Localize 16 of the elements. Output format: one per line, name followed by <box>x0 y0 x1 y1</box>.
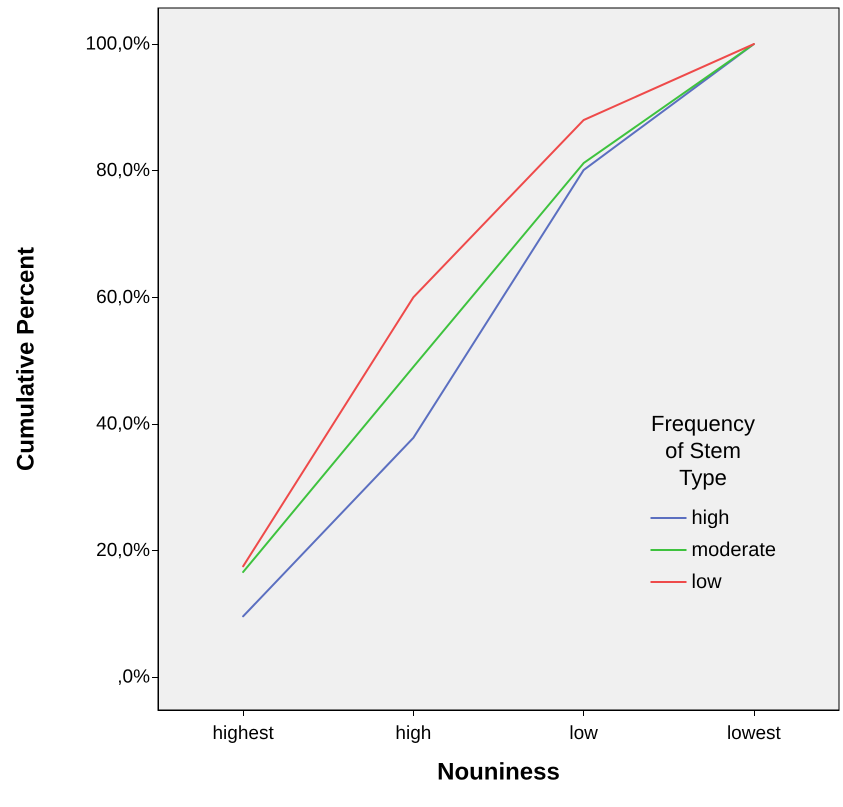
x-tick-label: high <box>395 723 432 744</box>
y-tick-label: 80,0% <box>96 160 150 182</box>
legend-title: Frequency of Stem Type <box>651 411 755 490</box>
legend-label: moderate <box>692 539 776 561</box>
y-tick-label: 100,0% <box>86 34 150 55</box>
y-axis-title: Cumulative Percent <box>12 246 40 472</box>
y-tick-label: 60,0% <box>96 286 150 308</box>
x-axis-title: Nouniness <box>437 758 560 786</box>
y-tick-label: 40,0% <box>96 413 150 434</box>
x-tick-label: low <box>569 723 598 744</box>
x-tick-label: lowest <box>726 723 782 744</box>
y-tick-label: 20,0% <box>96 540 150 561</box>
y-tick-label: ,0% <box>117 666 150 688</box>
x-tick-label: highest <box>212 723 274 744</box>
legend-label: low <box>692 571 722 593</box>
legend-label: high <box>692 507 730 529</box>
